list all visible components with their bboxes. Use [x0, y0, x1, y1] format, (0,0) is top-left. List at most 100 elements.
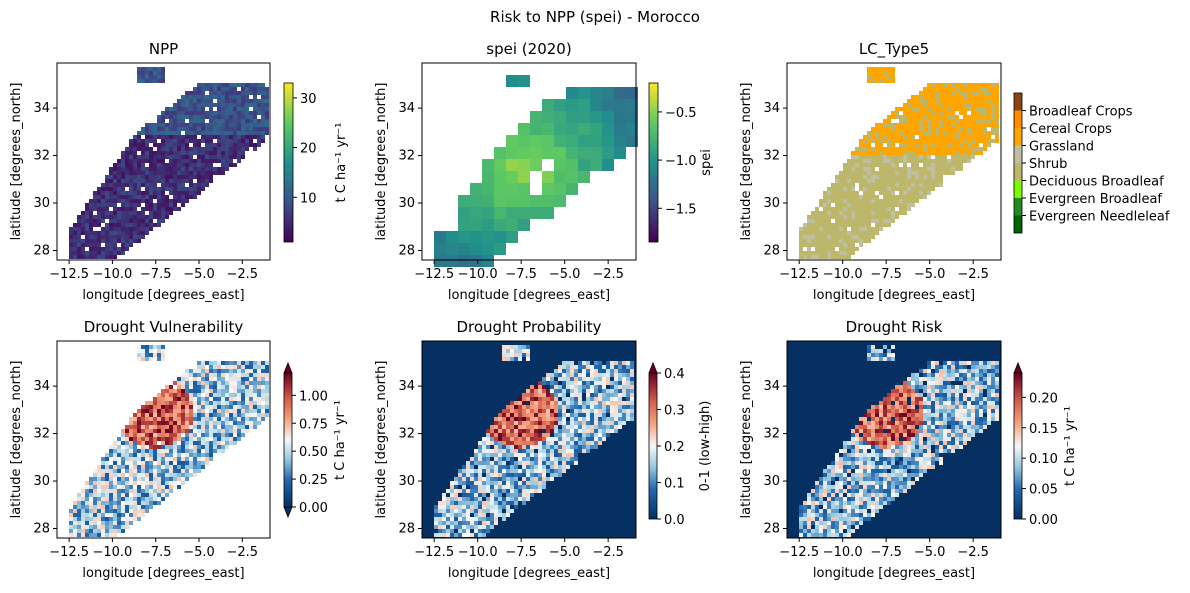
map-cell: [514, 489, 518, 493]
map-cell: [201, 111, 205, 115]
map-cell: [542, 195, 554, 207]
map-cell: [979, 99, 983, 103]
map-cell: [915, 115, 919, 119]
map-cell: [971, 115, 975, 119]
map-cell: [201, 405, 205, 409]
map-cell: [438, 521, 442, 525]
map-cell: [173, 115, 177, 119]
map-cell: [245, 413, 249, 417]
map-cell: [891, 199, 895, 203]
map-cell: [947, 389, 951, 393]
map-cell: [101, 199, 105, 203]
map-cell: [197, 425, 201, 429]
map-cell: [863, 187, 867, 191]
map-cell: [602, 413, 606, 417]
map-cell: [201, 401, 205, 405]
map-cell: [89, 251, 93, 255]
map-cell: [478, 469, 482, 473]
map-cell: [81, 497, 85, 501]
map-cell: [494, 497, 498, 501]
map-cell: [566, 365, 570, 369]
map-cell: [213, 437, 217, 441]
map-cell: [89, 235, 93, 239]
map-cell: [177, 103, 181, 107]
map-cell: [85, 505, 89, 509]
map-cell: [161, 171, 165, 175]
map-cell: [971, 95, 975, 99]
map-cell: [923, 373, 927, 377]
map-cell: [217, 111, 221, 115]
map-cell: [225, 417, 229, 421]
map-cell: [145, 155, 149, 159]
map-cell: [181, 461, 185, 465]
map-cell: [987, 87, 991, 91]
x-tick-label: −10.0: [823, 267, 863, 282]
map-cell: [558, 389, 562, 393]
map-cell: [951, 111, 955, 115]
map-cell: [221, 127, 225, 131]
map-cell: [562, 421, 566, 425]
map-cell: [197, 123, 201, 127]
map-cell: [610, 429, 614, 433]
map-cell: [582, 449, 586, 453]
map-cell: [891, 171, 895, 175]
map-cell: [975, 115, 979, 119]
map-cell: [145, 417, 149, 421]
map-cell: [125, 163, 129, 167]
map-cell: [462, 529, 466, 533]
map-cell: [249, 417, 253, 421]
map-cell: [81, 489, 85, 493]
map-cell: [233, 151, 237, 155]
map-cell: [233, 83, 237, 87]
map-cell: [181, 409, 185, 413]
map-cell: [526, 469, 530, 473]
map-cell: [963, 151, 967, 155]
colorbar-tick-label: 1.00: [299, 389, 328, 404]
map-cell: [927, 115, 931, 119]
map-cell: [823, 247, 827, 251]
map-cell: [125, 489, 129, 493]
map-cell: [919, 135, 923, 139]
map-cell: [530, 437, 534, 441]
map-cell: [157, 67, 161, 71]
map-cell: [450, 505, 454, 509]
map-cell: [494, 493, 498, 497]
map-cell: [177, 155, 181, 159]
map-cell: [133, 413, 137, 417]
map-cell: [867, 345, 871, 349]
map-cell: [566, 405, 570, 409]
map-cell: [514, 481, 518, 485]
map-cell: [518, 429, 522, 433]
map-cell: [883, 405, 887, 409]
map-cell: [209, 381, 213, 385]
map-cell: [197, 127, 201, 131]
map-cell: [823, 207, 827, 211]
map-cell: [193, 187, 197, 191]
map-cell: [438, 533, 442, 537]
map-cell: [923, 135, 927, 139]
map-cell: [217, 393, 221, 397]
colorbar-gradient: [648, 82, 659, 243]
map-cell: [173, 449, 177, 453]
map-cell: [153, 453, 157, 457]
map-cell: [113, 219, 117, 223]
map-cell: [153, 167, 157, 171]
map-cell: [923, 167, 927, 171]
map-cell: [554, 449, 558, 453]
map-cell: [217, 369, 221, 373]
map-cell: [157, 437, 161, 441]
map-cell: [109, 199, 113, 203]
map-cell: [173, 477, 177, 481]
map-cell: [935, 147, 939, 151]
map-cell: [253, 421, 257, 425]
map-cell: [574, 421, 578, 425]
map-cell: [165, 203, 169, 207]
map-cell: [129, 445, 133, 449]
map-cell: [201, 159, 205, 163]
map-cell: [939, 389, 943, 393]
map-cell: [205, 405, 209, 409]
map-cell: [141, 207, 145, 211]
y-tick-label: 28: [763, 244, 780, 259]
map-cell: [245, 91, 249, 95]
map-cell: [883, 119, 887, 123]
